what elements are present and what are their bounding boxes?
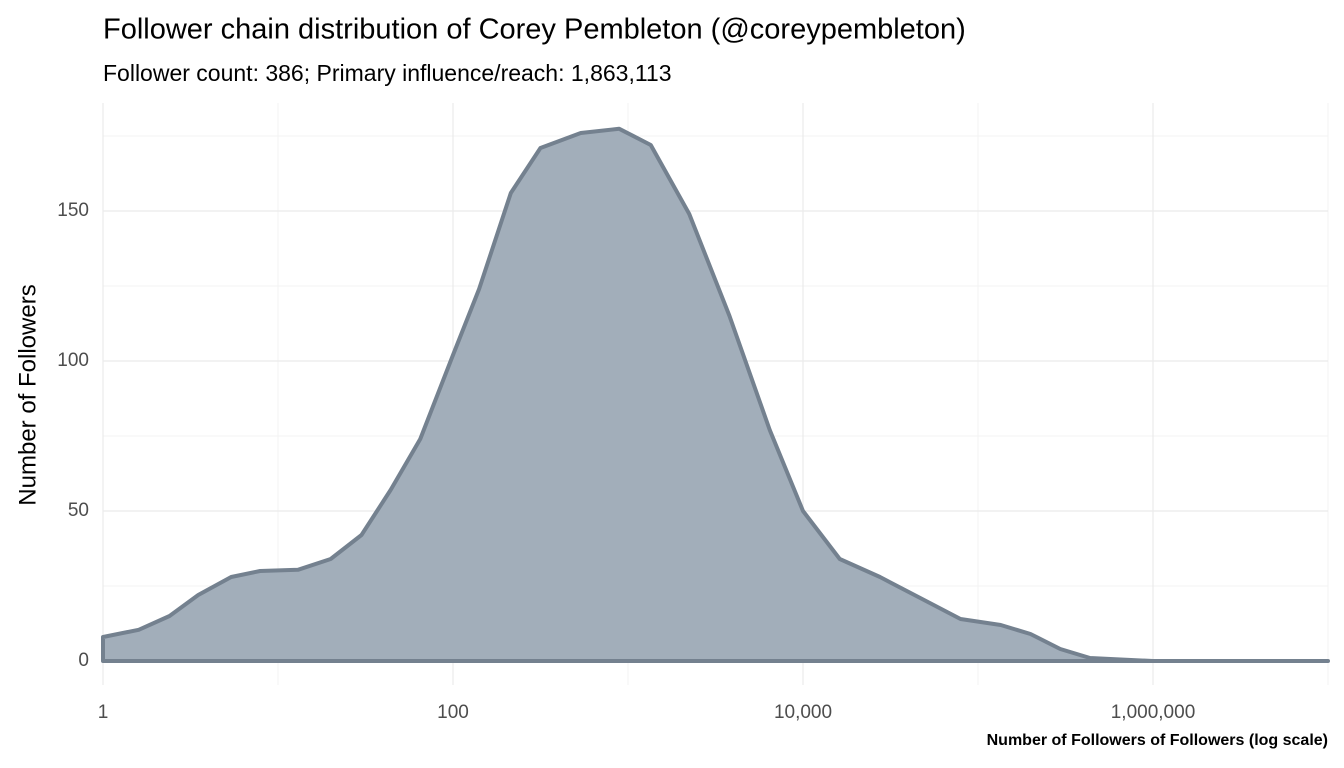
y-tick-label: 100 — [57, 350, 89, 371]
x-tick-label: 100 — [437, 702, 469, 723]
x-tick-label: 1,000,000 — [1111, 702, 1196, 723]
chart-subtitle: Follower count: 386; Primary influence/r… — [103, 60, 672, 86]
x-axis-label: Number of Followers of Followers (log sc… — [987, 732, 1328, 749]
y-axis-label: Number of Followers — [14, 284, 41, 505]
x-tick-label: 1 — [98, 702, 109, 723]
density-area — [101, 126, 1330, 663]
y-tick-label: 150 — [57, 200, 89, 221]
y-tick-label: 50 — [68, 500, 89, 521]
y-tick-label: 0 — [78, 650, 89, 671]
chart-title: Follower chain distribution of Corey Pem… — [103, 14, 966, 46]
x-tick-label: 10,000 — [774, 702, 832, 723]
